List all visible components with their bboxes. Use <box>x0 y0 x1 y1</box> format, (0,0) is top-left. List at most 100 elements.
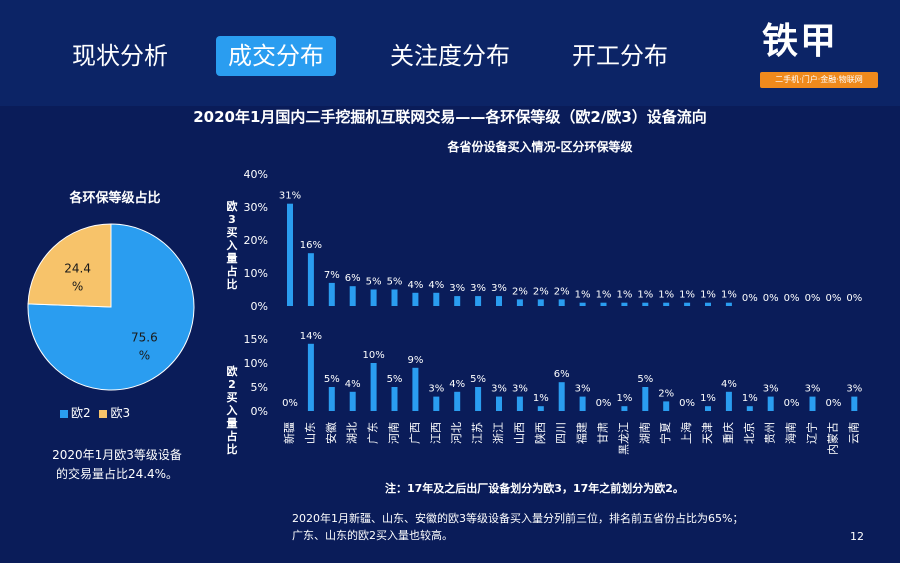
province-category-label: 上海 <box>679 422 693 444</box>
province-category-label: 山西 <box>513 422 526 444</box>
euro3-chart-bar <box>600 302 607 306</box>
tab-operation-distribution[interactable]: 开工分布 <box>572 42 668 70</box>
euro3-chart-value-label: 2% <box>533 286 549 297</box>
euro2-chart-ylabel-char: 买 <box>227 391 238 404</box>
euro3-chart-value-label: 0% <box>846 293 862 304</box>
euro2-chart-value-label: 5% <box>387 374 403 385</box>
euro3-chart-ylabel-char: 入 <box>227 239 238 252</box>
euro2-chart-bar <box>307 343 314 411</box>
brand-logo: 铁甲 <box>762 21 839 62</box>
euro3-chart-ytick-label: 40% <box>244 168 268 181</box>
euro2-chart-value-label: 0% <box>784 398 800 409</box>
tab-transaction-distribution[interactable]: 成交分布 <box>216 36 336 76</box>
euro3-chart-bar <box>642 302 649 306</box>
euro2-chart-ylabel-char: 2 <box>228 378 236 391</box>
euro3-chart-value-label: 2% <box>554 286 570 297</box>
euro2-chart-value-label: 4% <box>721 379 737 390</box>
euro2-chart-bar <box>454 391 461 411</box>
euro2-chart-ylabel-char: 量 <box>227 417 238 430</box>
euro3-chart-value-label: 4% <box>428 280 444 291</box>
pie-chart-title: 各环保等级占比 <box>69 191 161 206</box>
euro3-chart-bar <box>433 292 440 306</box>
euro3-chart-ylabel-char: 欧 <box>227 199 238 213</box>
euro2-chart-bar <box>391 387 398 411</box>
euro2-chart-value-label: 0% <box>282 398 298 409</box>
euro3-chart-bar <box>307 253 314 306</box>
euro3-chart-bar <box>684 302 691 306</box>
euro3-chart-value-label: 16% <box>300 240 322 251</box>
euro3-chart-bar <box>579 302 586 306</box>
euro2-chart-bar <box>349 391 356 411</box>
euro3-chart-bar <box>663 302 670 306</box>
legend-euro2-swatch <box>60 409 68 418</box>
euro3-chart-value-label: 1% <box>721 290 737 301</box>
euro2-chart-value-label: 1% <box>616 393 632 404</box>
euro2-chart-value-label: 0% <box>825 398 841 409</box>
euro2-chart-value-label: 5% <box>470 374 486 385</box>
summary-line: 广东、山东的欧2买入量也较高。 <box>292 529 453 542</box>
euro2-chart-bar <box>746 406 753 411</box>
euro3-chart-bar <box>328 282 335 306</box>
euro2-chart-value-label: 3% <box>575 384 591 395</box>
euro3-chart-value-label: 6% <box>345 273 361 284</box>
euro2-chart-bar <box>537 406 544 411</box>
euro3-chart-value-label: 1% <box>575 290 591 301</box>
province-category-label: 湖北 <box>346 422 359 444</box>
euro3-chart-bar <box>287 203 293 306</box>
euro3-chart-ytick-label: 30% <box>244 201 268 214</box>
top-navigation-bar <box>0 0 900 106</box>
euro2-chart-bar <box>328 387 335 411</box>
euro2-chart-value-label: 0% <box>679 398 695 409</box>
tab-current-status[interactable]: 现状分析 <box>72 42 168 70</box>
province-category-label: 内蒙古 <box>825 422 839 455</box>
pie-note-line: 的交易量占比24.4%。 <box>55 467 179 481</box>
euro2-chart-ytick-label: 0% <box>251 405 268 418</box>
province-category-label: 贵州 <box>764 422 777 444</box>
euro2-chart-bar <box>621 406 628 411</box>
pie-label-number: 75.6 <box>131 331 158 345</box>
euro2-chart-value-label: 2% <box>658 388 674 399</box>
euro2-chart-bar <box>642 387 649 411</box>
province-category-label: 新疆 <box>282 422 296 444</box>
pie-note: 2020年1月欧3等级设备 的交易量占比24.4%。 <box>22 446 212 484</box>
page-title: 2020年1月国内二手挖掘机互联网交易——各环保等级（欧2/欧3）设备流向 <box>193 108 707 126</box>
tab-attention-distribution[interactable]: 关注度分布 <box>390 42 510 70</box>
euro3-chart-value-label: 0% <box>742 293 758 304</box>
province-category-label: 山东 <box>304 422 317 444</box>
province-category-label: 浙江 <box>492 422 505 444</box>
euro3-chart-ylabel-char: 量 <box>227 252 238 265</box>
province-category-label: 江苏 <box>471 422 484 444</box>
pie-label-number: 24.4 <box>64 261 91 275</box>
euro2-chart-ylabel-char: 欧 <box>227 364 238 378</box>
euro3-chart-value-label: 1% <box>658 290 674 301</box>
euro2-chart-bar <box>767 396 774 411</box>
pie-slice-label: 75.6% <box>131 331 158 363</box>
euro3-chart-bar <box>705 302 711 306</box>
euro2-chart-value-label: 3% <box>805 384 821 395</box>
euro3-chart-bar <box>496 296 502 306</box>
euro3-chart-value-label: 1% <box>679 290 695 301</box>
euro3-chart-bar <box>391 289 398 306</box>
euro3-chart-ytick-label: 10% <box>244 267 268 280</box>
euro2-chart-value-label: 10% <box>362 350 384 361</box>
euro3-chart-value-label: 0% <box>825 293 841 304</box>
pie-label-unit: % <box>139 349 150 363</box>
euro3-chart-value-label: 7% <box>324 270 340 281</box>
province-category-label: 黑龙江 <box>617 422 630 455</box>
province-category-label: 湖南 <box>638 422 651 444</box>
euro2-chart-bar <box>475 387 482 411</box>
euro2-chart-bar <box>516 396 523 411</box>
euro2-chart-value-label: 4% <box>345 379 361 390</box>
euro2-chart-ylabel-char: 比 <box>227 442 238 456</box>
euro2-chart-bar <box>725 391 732 411</box>
euro3-chart-value-label: 3% <box>470 283 486 294</box>
euro2-chart-ytick-label: 10% <box>244 357 268 370</box>
pie-note-line: 2020年1月欧3等级设备 <box>52 448 182 462</box>
province-category-label: 河南 <box>388 422 401 444</box>
euro2-chart-value-label: 1% <box>533 393 549 404</box>
euro3-chart-value-label: 1% <box>637 290 653 301</box>
euro2-chart-value-label: 3% <box>763 384 779 395</box>
euro3-chart-bar <box>475 296 482 306</box>
page-number: 12 <box>850 530 864 543</box>
